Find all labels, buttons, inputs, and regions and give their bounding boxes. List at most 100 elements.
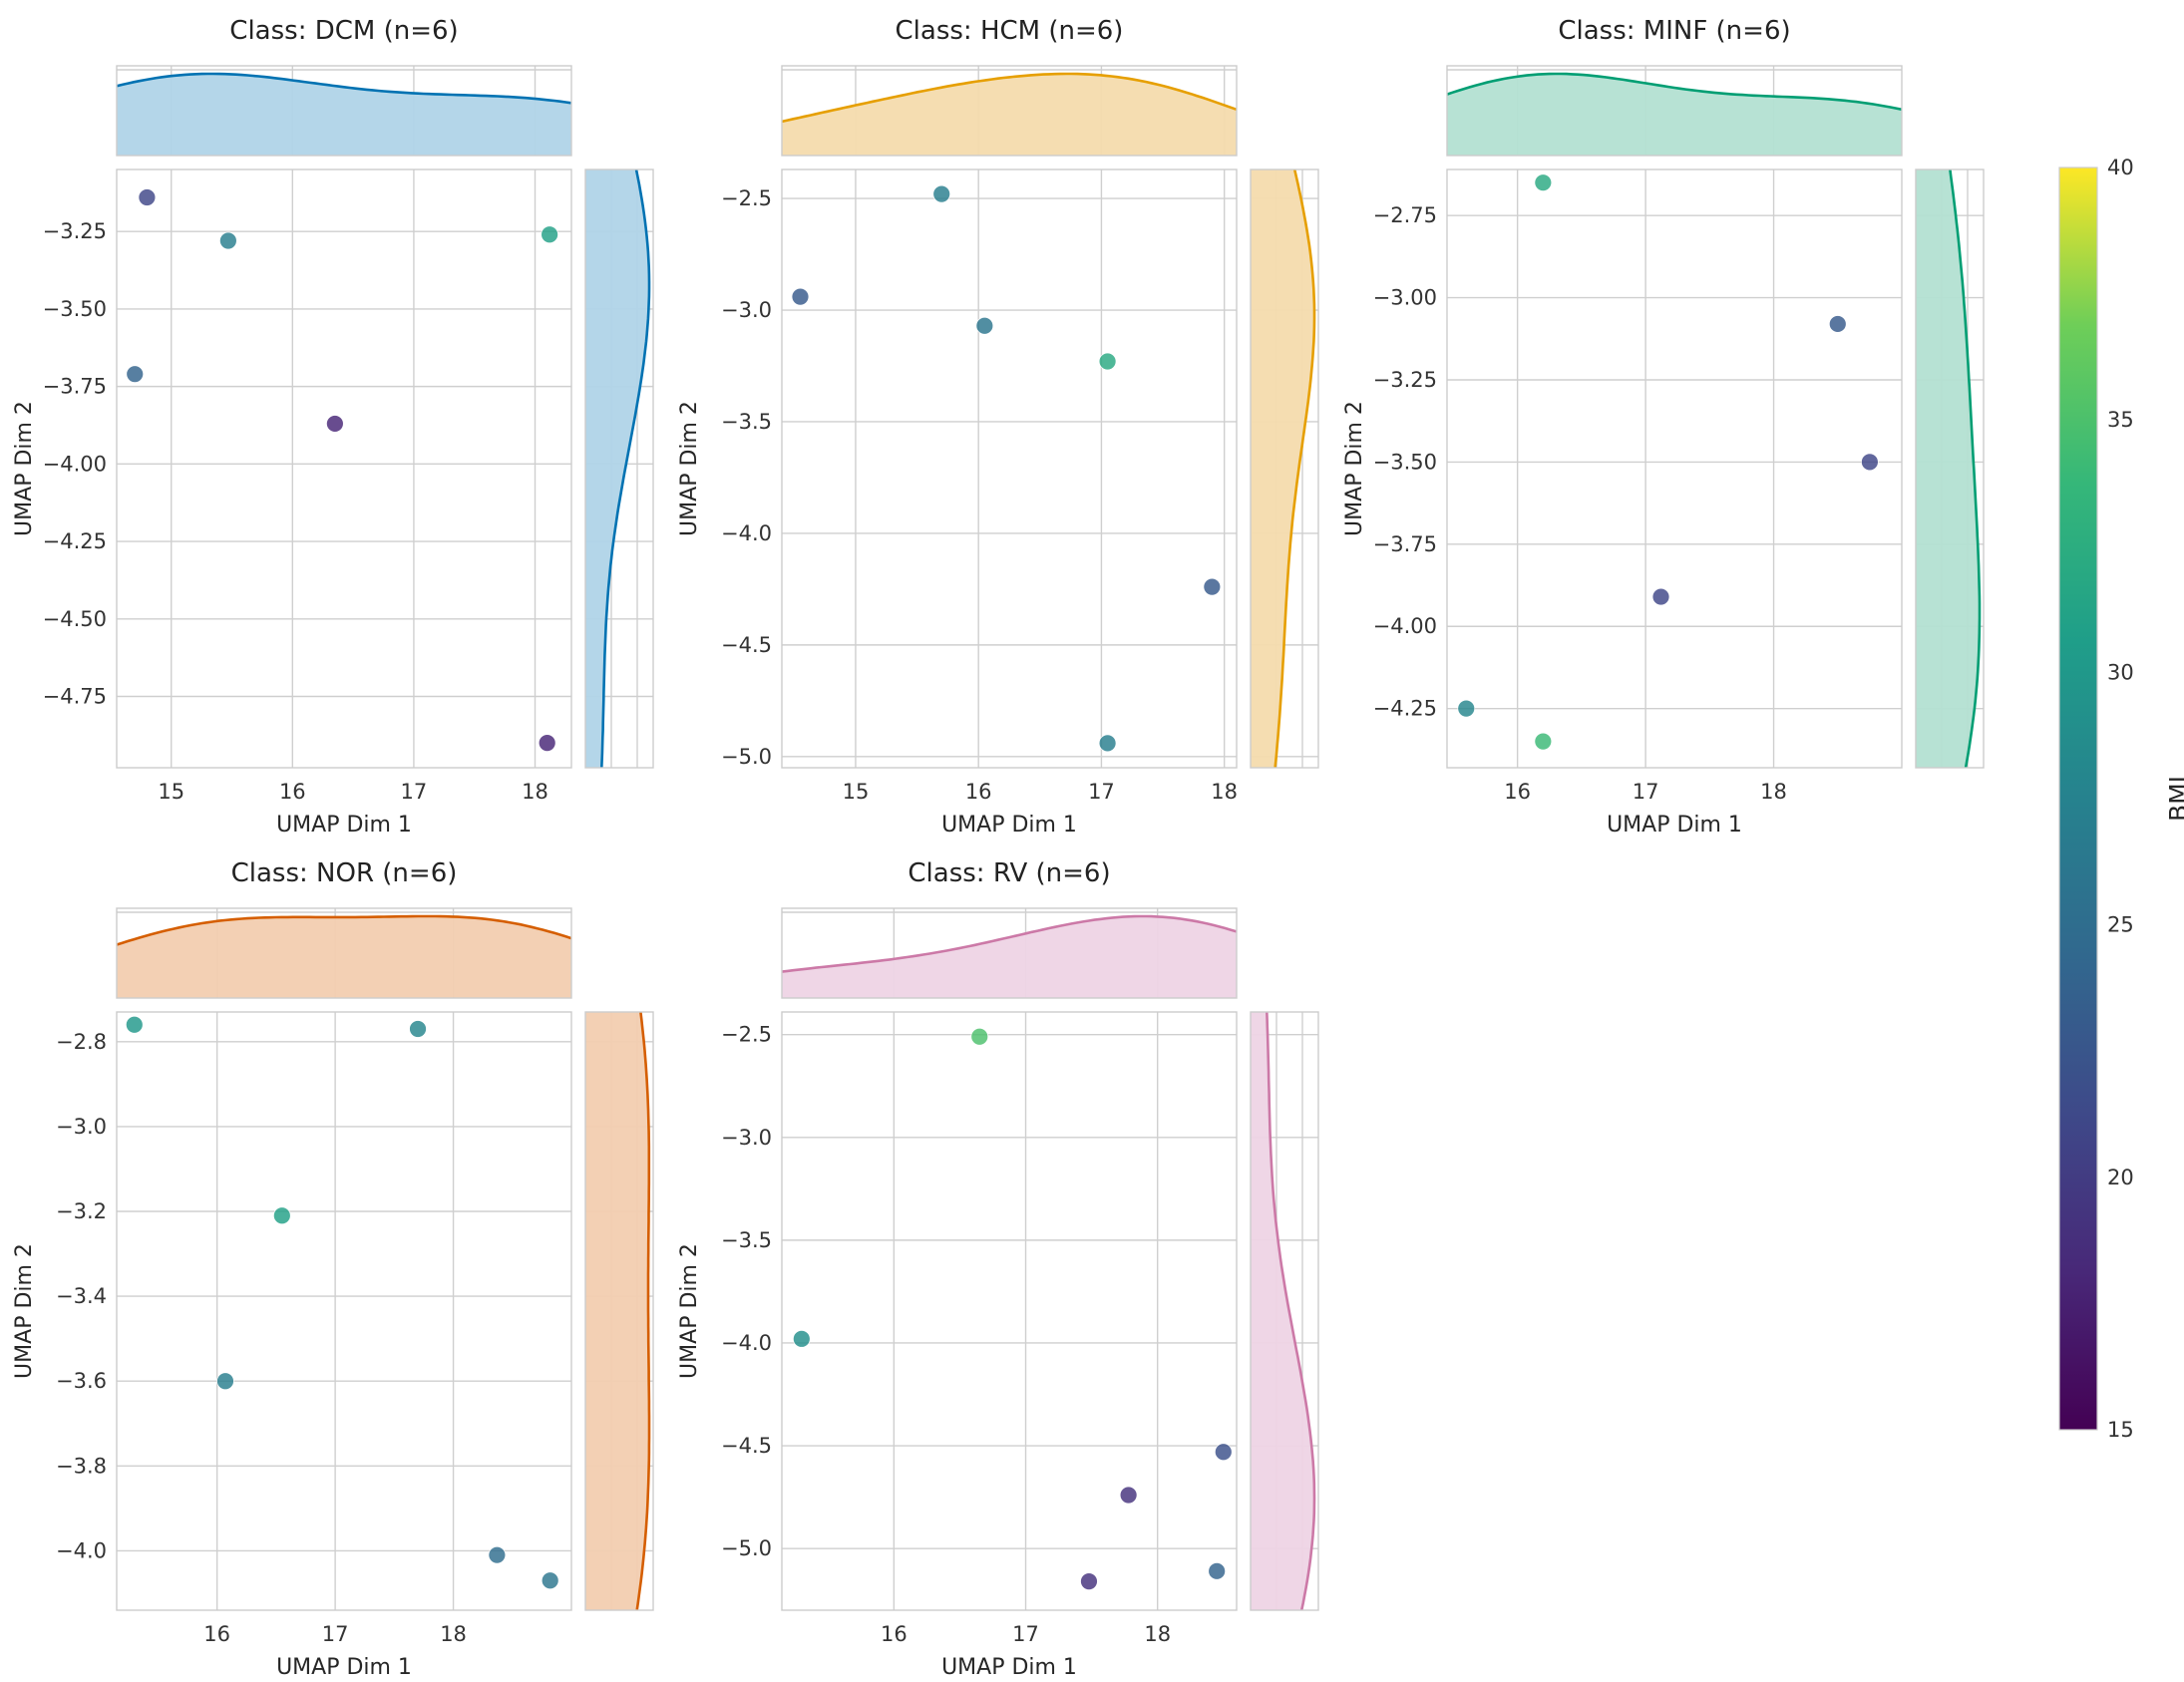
kde-top-line xyxy=(1446,72,1903,112)
colorbar-tick-label: 15 xyxy=(2107,1418,2134,1442)
marginal-top-frame xyxy=(781,65,1238,157)
y-tick-label: −3.75 xyxy=(1373,532,1437,556)
x-axis-label: UMAP Dim 1 xyxy=(941,1655,1077,1680)
y-tick-label: −2.5 xyxy=(721,186,772,210)
y-tick-label: −3.00 xyxy=(1373,286,1437,310)
y-axis-label: UMAP Dim 2 xyxy=(12,1243,37,1379)
marginal-right-frame xyxy=(584,1011,654,1611)
y-tick-label: −3.75 xyxy=(43,375,107,399)
colorbar-tick-label: 30 xyxy=(2107,660,2134,684)
y-tick-label: −4.25 xyxy=(1373,697,1437,721)
kde-top-line xyxy=(781,914,1238,973)
y-tick-label: −3.0 xyxy=(56,1115,107,1139)
data-point xyxy=(1860,453,1879,472)
plot-frame xyxy=(1446,168,1903,769)
plot-frame xyxy=(781,1011,1238,1611)
x-tick-label: 17 xyxy=(401,780,428,804)
plot-frame xyxy=(116,168,572,769)
kde-right-line xyxy=(635,1011,651,1611)
kde-top-line xyxy=(116,72,572,105)
kde-top-area xyxy=(782,74,1237,156)
y-tick-label: −3.50 xyxy=(43,297,107,321)
y-tick-label: −4.75 xyxy=(43,684,107,708)
x-tick-label: 16 xyxy=(203,1622,230,1646)
data-point xyxy=(541,225,559,244)
panel-dcm: 15 16 17 18 −3.25 −3.50 −3.75 −4.00 −4.25 −4.50 −4… xyxy=(12,16,654,838)
y-axis-label: UMAP Dim 2 xyxy=(12,401,37,536)
kde-right-area xyxy=(1916,169,1980,768)
panel-minf: 16 17 18 −2.75 −3.00 −3.25 −3.50 −3.75 −4.00 −4.2… xyxy=(1342,16,1985,838)
x-tick-label: 18 xyxy=(1144,1622,1171,1646)
y-tick-label: −2.8 xyxy=(56,1030,107,1054)
y-tick-label: −5.0 xyxy=(721,1536,772,1560)
y-axis-label: UMAP Dim 2 xyxy=(677,1243,702,1379)
x-tick-label: 17 xyxy=(1633,780,1659,804)
y-tick-label: −3.5 xyxy=(721,1228,772,1252)
x-tick-label: 18 xyxy=(1211,780,1238,804)
data-point xyxy=(1080,1572,1098,1591)
colorbar-tick-label: 35 xyxy=(2107,408,2134,432)
kde-right-line xyxy=(600,168,651,769)
data-point xyxy=(792,1329,811,1348)
marginal-right-frame xyxy=(1250,1011,1319,1611)
x-tick-label: 16 xyxy=(279,780,306,804)
kde-top-area xyxy=(1447,74,1902,156)
data-point xyxy=(970,1027,989,1046)
x-tick-label: 18 xyxy=(1760,780,1787,804)
data-point xyxy=(325,415,344,433)
data-point xyxy=(1457,699,1476,718)
x-tick-label: 18 xyxy=(440,1622,467,1646)
y-tick-label: −3.8 xyxy=(56,1454,107,1478)
x-tick-label: 18 xyxy=(522,780,548,804)
plot-frame xyxy=(781,168,1238,769)
y-tick-label: −3.4 xyxy=(56,1284,107,1308)
y-tick-label: −4.00 xyxy=(1373,614,1437,638)
marginal-top-frame xyxy=(1446,65,1903,157)
y-axis-label: UMAP Dim 2 xyxy=(1342,401,1367,536)
kde-top-area xyxy=(782,916,1237,998)
x-tick-label: 16 xyxy=(965,780,992,804)
data-point xyxy=(538,734,556,753)
data-point xyxy=(1214,1443,1233,1462)
y-tick-label: −4.25 xyxy=(43,529,107,553)
colorbar-gradient xyxy=(2059,168,2097,1430)
data-point xyxy=(1119,1486,1138,1505)
x-tick-label: 15 xyxy=(843,780,870,804)
marginal-top-frame xyxy=(116,907,572,999)
kde-top-area xyxy=(117,916,571,998)
marginal-right-frame xyxy=(1915,168,1985,769)
data-point xyxy=(488,1545,507,1564)
marginal-top-frame xyxy=(116,65,572,157)
y-tick-label: −3.25 xyxy=(43,219,107,243)
y-tick-label: −3.25 xyxy=(1373,368,1437,392)
y-tick-label: −4.0 xyxy=(721,1331,772,1355)
y-tick-label: −4.00 xyxy=(43,452,107,476)
x-tick-label: 15 xyxy=(158,780,184,804)
x-tick-label: 16 xyxy=(1504,780,1531,804)
data-point xyxy=(218,231,237,250)
x-tick-label: 16 xyxy=(881,1622,908,1646)
y-tick-label: −4.5 xyxy=(721,1434,772,1458)
marginal-top-frame xyxy=(781,907,1238,999)
y-tick-label: −4.5 xyxy=(721,633,772,657)
panel-nor: 16 17 18 −2.8 −3.0 −3.2 −3.4 −3.6 −3.8 −4.0 UMAP D… xyxy=(12,858,654,1680)
colorbar-tick-label: 40 xyxy=(2107,156,2134,179)
y-tick-label: −5.0 xyxy=(721,745,772,769)
y-tick-label: −2.5 xyxy=(721,1023,772,1047)
kde-right-line xyxy=(1949,168,1982,769)
kde-right-area xyxy=(585,1012,649,1610)
colorbar-label: BMI xyxy=(2164,776,2184,822)
x-axis-label: UMAP Dim 1 xyxy=(1607,813,1742,838)
colorbar-tick-label: 25 xyxy=(2107,913,2134,937)
data-point xyxy=(1203,577,1222,596)
y-tick-label: −4.0 xyxy=(721,521,772,545)
panel-rv: 16 17 18 −2.5 −3.0 −3.5 −4.0 −4.5 −5.0 UMAP Dim 1… xyxy=(677,858,1319,1680)
kde-top-line xyxy=(116,914,572,946)
panel-title: Class: DCM (n=6) xyxy=(229,16,458,46)
x-axis-label: UMAP Dim 1 xyxy=(941,813,1077,838)
x-axis-label: UMAP Dim 1 xyxy=(276,1655,412,1680)
y-tick-label: −3.6 xyxy=(56,1369,107,1393)
data-point xyxy=(126,365,145,384)
x-tick-label: 17 xyxy=(1088,780,1115,804)
kde-right-line xyxy=(1266,1011,1316,1611)
